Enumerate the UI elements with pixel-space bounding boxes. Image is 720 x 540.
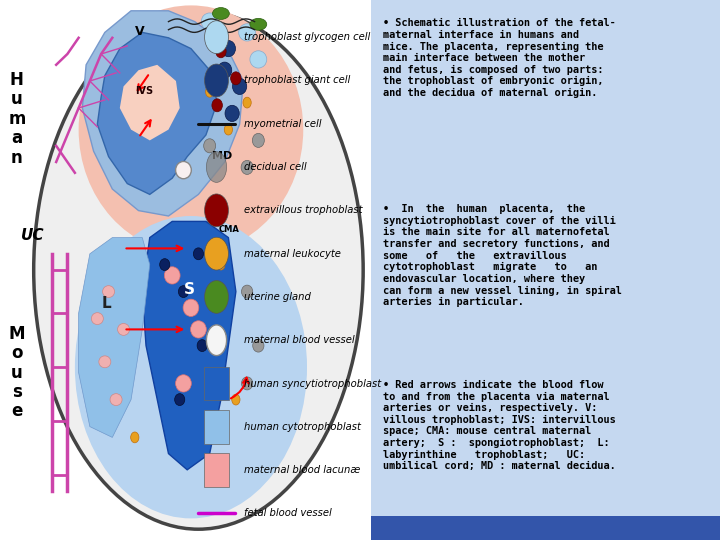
Ellipse shape	[204, 64, 228, 97]
Text: uterine gland: uterine gland	[244, 292, 311, 302]
Text: IVS: IVS	[135, 86, 153, 97]
Ellipse shape	[230, 72, 241, 85]
Ellipse shape	[204, 21, 228, 53]
Text: L: L	[102, 296, 112, 311]
Ellipse shape	[175, 394, 185, 406]
Ellipse shape	[204, 139, 216, 153]
Ellipse shape	[241, 377, 253, 390]
Ellipse shape	[130, 432, 139, 443]
Text: myometrial cell: myometrial cell	[244, 119, 322, 129]
Bar	[204, 367, 230, 401]
Text: • Schematic illustration of the fetal-
maternal interface in humans and
mice. Th: • Schematic illustration of the fetal- m…	[382, 18, 616, 98]
Polygon shape	[82, 11, 243, 216]
Text: trophoblast giant cell: trophoblast giant cell	[244, 76, 351, 85]
Text: maternal leukocyte: maternal leukocyte	[244, 248, 341, 259]
Text: trophoblast glycogen cell: trophoblast glycogen cell	[244, 32, 370, 42]
Ellipse shape	[233, 78, 247, 94]
Ellipse shape	[204, 281, 228, 313]
Ellipse shape	[99, 356, 111, 368]
Ellipse shape	[34, 11, 363, 529]
Ellipse shape	[212, 8, 230, 19]
Bar	[0, 0, 371, 540]
Text: UC: UC	[21, 228, 44, 244]
Ellipse shape	[160, 259, 170, 271]
Text: maternal blood lacunæ: maternal blood lacunæ	[244, 465, 361, 475]
Ellipse shape	[164, 267, 180, 284]
Ellipse shape	[216, 45, 226, 58]
Text: human cytotrophoblast: human cytotrophoblast	[244, 422, 361, 432]
Text: S: S	[184, 282, 194, 298]
Text: fetal blood vessel: fetal blood vessel	[244, 509, 332, 518]
Ellipse shape	[75, 216, 307, 518]
Ellipse shape	[217, 259, 225, 270]
Ellipse shape	[197, 340, 207, 352]
Ellipse shape	[241, 285, 253, 298]
Text: V: V	[135, 25, 145, 38]
Ellipse shape	[225, 105, 239, 122]
Ellipse shape	[232, 394, 240, 405]
Ellipse shape	[250, 18, 267, 30]
Text: CMA: CMA	[219, 225, 240, 234]
Ellipse shape	[102, 286, 114, 298]
Ellipse shape	[221, 40, 235, 57]
Text: extravillous trophoblast: extravillous trophoblast	[244, 205, 363, 215]
Ellipse shape	[176, 375, 192, 392]
Ellipse shape	[250, 51, 267, 68]
Polygon shape	[120, 65, 180, 140]
Ellipse shape	[117, 323, 130, 335]
Ellipse shape	[243, 97, 251, 108]
Ellipse shape	[239, 24, 256, 41]
Ellipse shape	[217, 62, 232, 78]
Ellipse shape	[224, 124, 233, 135]
Ellipse shape	[207, 152, 227, 183]
Bar	[371, 516, 720, 540]
Polygon shape	[143, 221, 236, 470]
Ellipse shape	[204, 237, 228, 270]
Text: M
o
u
s
e: M o u s e	[9, 325, 25, 421]
Ellipse shape	[204, 194, 228, 227]
Ellipse shape	[212, 99, 222, 112]
Ellipse shape	[194, 248, 204, 260]
Bar	[371, 0, 720, 540]
Text: decidual cell: decidual cell	[244, 162, 307, 172]
Ellipse shape	[241, 160, 253, 174]
Ellipse shape	[110, 394, 122, 406]
Text: •  In  the  human  placenta,  the
syncytiotrophoblast cover of the villi
is the : • In the human placenta, the syncytiotro…	[382, 204, 621, 307]
Text: MD: MD	[212, 151, 232, 161]
Ellipse shape	[253, 339, 264, 352]
Ellipse shape	[179, 286, 189, 298]
Ellipse shape	[205, 86, 214, 97]
Text: H
u
m
a
n: H u m a n	[8, 71, 25, 167]
Text: • Red arrows indicate the blood flow
to and from the placenta via maternal
arter: • Red arrows indicate the blood flow to …	[382, 380, 616, 471]
Ellipse shape	[183, 299, 199, 316]
Bar	[204, 453, 230, 487]
Polygon shape	[97, 32, 217, 194]
Text: human syncytiotrophoblast: human syncytiotrophoblast	[244, 379, 381, 389]
Polygon shape	[78, 238, 150, 437]
Ellipse shape	[191, 321, 207, 338]
Ellipse shape	[78, 5, 303, 254]
Ellipse shape	[91, 313, 104, 325]
Ellipse shape	[252, 133, 264, 147]
Bar	[204, 410, 230, 444]
Ellipse shape	[176, 161, 192, 179]
Ellipse shape	[202, 13, 218, 30]
Ellipse shape	[207, 325, 227, 355]
Text: maternal blood vessel: maternal blood vessel	[244, 335, 355, 345]
